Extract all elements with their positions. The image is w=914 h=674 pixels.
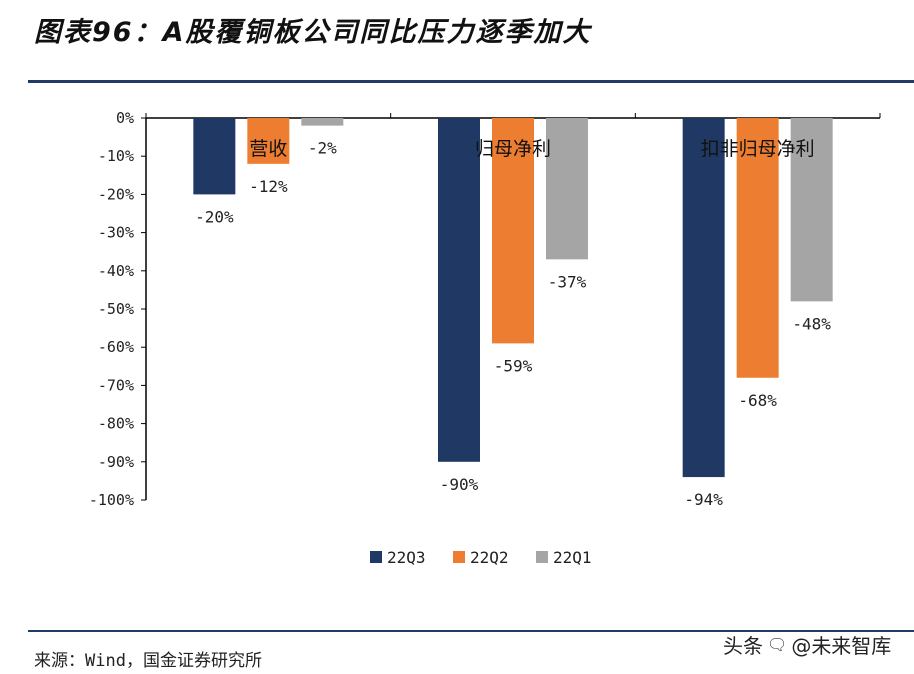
- y-tick-label: -20%: [98, 185, 134, 203]
- bars: [193, 118, 833, 478]
- bar-chart: 0% -10% -20% -30% -40% -50% -60% -70% -80% -90% -1…: [89, 109, 881, 567]
- watermark-name: @未来智库: [791, 634, 892, 658]
- bar-22Q1: [301, 118, 344, 126]
- y-tick-label: -90%: [98, 453, 134, 471]
- legend-swatch-22Q2: [453, 551, 465, 563]
- bar-22Q3: [438, 118, 480, 462]
- category-labels: 营收 归母净利 扣非归母净利: [249, 138, 814, 160]
- category-label: 归母净利: [475, 138, 551, 160]
- bar-22Q1: [546, 118, 588, 260]
- source-note: 来源：Wind，国金证券研究所: [34, 651, 262, 671]
- footer-divider: [28, 630, 914, 632]
- watermark: 头条 🗨 @未来智库: [723, 630, 891, 659]
- watermark-prefix: 头条: [723, 634, 763, 658]
- wechat-bubble-icon: 🗨: [767, 635, 788, 654]
- category-label: 营收: [249, 138, 287, 160]
- data-labels: -20% -12% -2% -90% -59% -37% -94% -68% -48%: [195, 139, 831, 509]
- y-tick-label: -40%: [98, 262, 134, 280]
- legend-label-22Q1: 22Q1: [553, 548, 592, 567]
- title-divider: [28, 80, 914, 83]
- data-label: -37%: [548, 272, 587, 291]
- data-label: -48%: [792, 314, 831, 333]
- bar-22Q3: [193, 118, 236, 195]
- bar-22Q1: [790, 118, 833, 302]
- bar-22Q2: [247, 118, 290, 164]
- chart-title: 图表96：A股覆铜板公司同比压力逐季加大: [34, 17, 592, 48]
- legend-label-22Q3: 22Q3: [387, 548, 426, 567]
- data-label: -20%: [195, 207, 234, 226]
- legend: 22Q3 22Q2 22Q1: [370, 548, 592, 567]
- y-tick-label: -100%: [89, 491, 134, 509]
- data-label: -94%: [684, 490, 723, 509]
- legend-swatch-22Q3: [370, 551, 382, 563]
- bar-22Q3: [682, 118, 725, 478]
- category-label: 扣非归母净利: [701, 138, 815, 160]
- data-label: -59%: [494, 356, 533, 375]
- bar-22Q2: [736, 118, 779, 378]
- data-label: -90%: [440, 475, 479, 494]
- y-tick-label: -30%: [98, 224, 134, 242]
- y-tick-label: -80%: [98, 415, 134, 433]
- legend-label-22Q2: 22Q2: [470, 548, 509, 567]
- y-tick-label: -10%: [98, 147, 134, 165]
- bar-22Q2: [492, 118, 534, 344]
- legend-swatch-22Q1: [536, 551, 548, 563]
- data-label: -2%: [308, 139, 337, 158]
- x-axis: [145, 113, 881, 119]
- y-tick-label: -50%: [98, 300, 134, 318]
- data-label: -68%: [738, 391, 777, 410]
- y-tick-label: 0%: [116, 109, 134, 127]
- y-tick-label: -60%: [98, 338, 134, 356]
- y-tick-label: -70%: [98, 376, 134, 394]
- y-axis: 0% -10% -20% -30% -40% -50% -60% -70% -80% -90% -1…: [89, 109, 147, 509]
- data-label: -12%: [249, 177, 288, 196]
